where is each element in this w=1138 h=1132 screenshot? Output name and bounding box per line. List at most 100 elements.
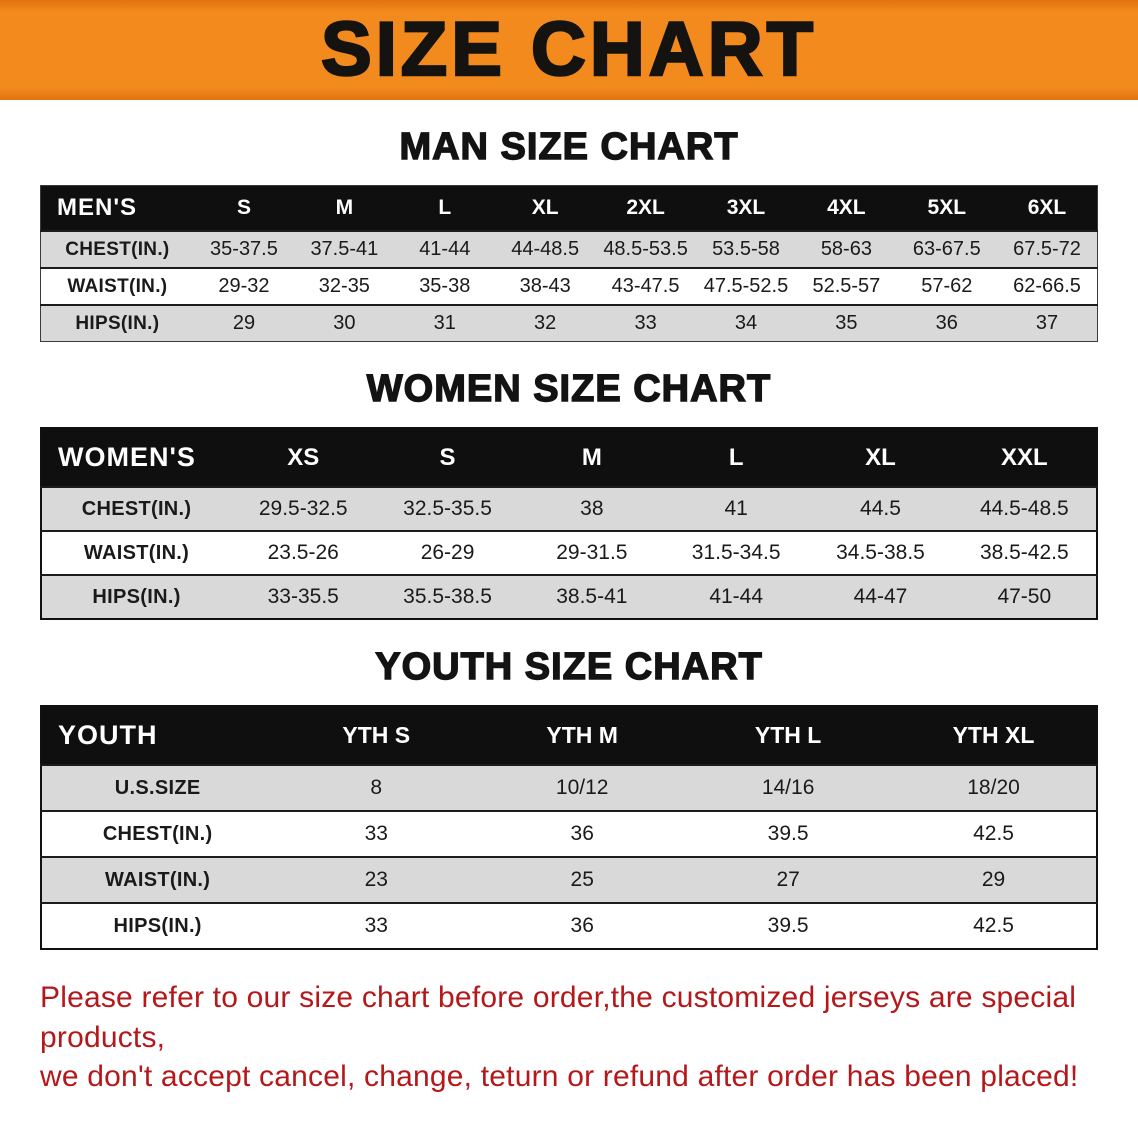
data-cell: 32: [494, 304, 596, 342]
data-cell: 38.5-41: [519, 574, 665, 619]
data-cell: 32-35: [294, 267, 395, 305]
order-policy-note: Please refer to our size chart before or…: [40, 978, 1100, 1097]
data-cell: 25: [479, 856, 686, 903]
data-cell: 23.5-26: [231, 530, 376, 575]
men-section-heading: MAN SIZE CHART: [399, 125, 739, 168]
table-row: HIPS(IN.) 33 36 39.5 42.5: [41, 902, 1097, 949]
data-cell: 44.5-48.5: [952, 486, 1097, 531]
size-header-cell: M: [581, 443, 602, 471]
header-row: MEN'S S M L XL 2XL 3XL 4XL 5XL 6XL: [40, 185, 1098, 231]
row-label: U.S.SIZE: [41, 764, 274, 811]
size-header-cell: 2XL: [626, 196, 665, 219]
data-cell: 67.5-72: [997, 230, 1098, 268]
data-cell: 30: [294, 304, 395, 342]
data-cell: 10/12: [479, 764, 686, 811]
size-header-cell: 5XL: [927, 196, 967, 219]
data-cell: 52.5-57: [796, 267, 897, 305]
data-cell: 44-48.5: [494, 230, 596, 268]
data-cell: 33: [595, 304, 696, 342]
data-cell: 29-32: [193, 267, 295, 305]
women-size-table: WOMEN'S XS S M L XL XXL CHEST(IN.) 29.5-32.5 32.5…: [40, 427, 1098, 620]
size-header-cell: YTH S: [342, 722, 411, 748]
size-header-cell: L: [438, 196, 452, 219]
data-cell: 26-29: [375, 530, 520, 575]
size-chart-page: SIZE CHART MAN SIZE CHART MEN'S S M L XL 2XL 3…: [0, 0, 1138, 1097]
size-header-cell: L: [728, 443, 744, 471]
data-cell: 37.5-41: [294, 230, 395, 268]
data-cell: 14/16: [685, 764, 892, 811]
size-header-cell: YTH M: [546, 722, 618, 748]
women-section: WOMEN SIZE CHART WOMEN'S XS S M L XL XXL CHEST(…: [0, 367, 1138, 620]
size-header-cell: XXL: [1000, 443, 1048, 471]
data-cell: 18/20: [891, 764, 1097, 811]
data-cell: 41-44: [394, 230, 495, 268]
data-cell: 33: [273, 902, 480, 949]
data-cell: 47.5-52.5: [695, 267, 797, 305]
size-header-cell: XL: [865, 443, 896, 471]
data-cell: 29: [193, 304, 295, 342]
header-row: YOUTH YTH S YTH M YTH L YTH XL: [41, 706, 1097, 765]
data-cell: 58-63: [796, 230, 897, 268]
data-cell: 48.5-53.5: [595, 230, 696, 268]
table-row: WAIST(IN.) 23 25 27 29: [41, 856, 1097, 903]
table-row: WAIST(IN.) 29-32 32-35 35-38 38-43 43-47.5 47.…: [40, 267, 1098, 305]
data-cell: 39.5: [685, 810, 892, 857]
data-cell: 47-50: [952, 574, 1097, 619]
data-cell: 36: [479, 902, 686, 949]
size-header-cell: 6XL: [1027, 196, 1067, 219]
data-cell: 29.5-32.5: [231, 486, 376, 531]
size-header-cell: 3XL: [726, 196, 766, 219]
size-chart-banner: SIZE CHART: [0, 0, 1138, 100]
table-row: HIPS(IN.) 33-35.5 35.5-38.5 38.5-41 41-44 44-…: [41, 574, 1097, 619]
data-cell: 38: [519, 486, 665, 531]
data-cell: 43-47.5: [595, 267, 696, 305]
banner-title: SIZE CHART: [320, 7, 817, 92]
data-cell: 41-44: [664, 574, 809, 619]
table-row: WAIST(IN.) 23.5-26 26-29 29-31.5 31.5-34.5 34…: [41, 530, 1097, 575]
table-title-cell: MEN'S: [57, 194, 138, 221]
youth-section: YOUTH SIZE CHART YOUTH YTH S YTH M YTH L YTH…: [0, 645, 1138, 950]
row-label: WAIST(IN.): [41, 856, 274, 903]
data-cell: 36: [479, 810, 686, 857]
data-cell: 35-37.5: [193, 230, 295, 268]
data-cell: 32.5-35.5: [375, 486, 520, 531]
women-section-heading: WOMEN SIZE CHART: [366, 367, 772, 410]
data-cell: 31.5-34.5: [664, 530, 809, 575]
data-cell: 62-66.5: [997, 267, 1098, 305]
row-label: HIPS(IN.): [41, 902, 274, 949]
row-label: CHEST(IN.): [40, 230, 194, 268]
size-header-cell: M: [335, 196, 354, 219]
data-cell: 23: [273, 856, 480, 903]
size-header-cell: S: [236, 196, 251, 219]
men-size-table: MEN'S S M L XL 2XL 3XL 4XL 5XL 6XL CHEST(IN.) 35-37…: [40, 185, 1098, 342]
table-title-cell: YOUTH: [58, 720, 158, 750]
data-cell: 57-62: [896, 267, 997, 305]
data-cell: 35-38: [394, 267, 495, 305]
table-row: U.S.SIZE 8 10/12 14/16 18/20: [41, 764, 1097, 811]
row-label: HIPS(IN.): [41, 574, 232, 619]
data-cell: 44.5: [808, 486, 953, 531]
row-label: WAIST(IN.): [40, 267, 194, 305]
size-header-cell: S: [439, 443, 456, 471]
men-section: MAN SIZE CHART MEN'S S M L XL 2XL 3XL 4XL 5XL 6XL…: [0, 125, 1138, 342]
table-row: CHEST(IN.) 33 36 39.5 42.5: [41, 810, 1097, 857]
table-row: HIPS(IN.) 29 30 31 32 33 34 35 36 37: [40, 304, 1098, 342]
data-cell: 35.5-38.5: [375, 574, 520, 619]
data-cell: 42.5: [891, 902, 1097, 949]
data-cell: 27: [685, 856, 892, 903]
youth-section-heading: YOUTH SIZE CHART: [375, 645, 763, 688]
table-title-cell: WOMEN'S: [58, 442, 196, 472]
row-label: WAIST(IN.): [41, 530, 232, 575]
data-cell: 36: [896, 304, 997, 342]
row-label: HIPS(IN.): [40, 304, 194, 342]
size-header-cell: XS: [287, 443, 320, 471]
data-cell: 63-67.5: [896, 230, 997, 268]
size-header-cell: 4XL: [827, 196, 866, 219]
size-header-cell: XL: [531, 196, 559, 219]
youth-size-table: YOUTH YTH S YTH M YTH L YTH XL U.S.SIZE 8 10/12…: [40, 705, 1098, 950]
data-cell: 38-43: [494, 267, 596, 305]
data-cell: 34.5-38.5: [808, 530, 953, 575]
data-cell: 42.5: [891, 810, 1097, 857]
data-cell: 38.5-42.5: [952, 530, 1097, 575]
size-header-cell: YTH XL: [952, 722, 1035, 748]
